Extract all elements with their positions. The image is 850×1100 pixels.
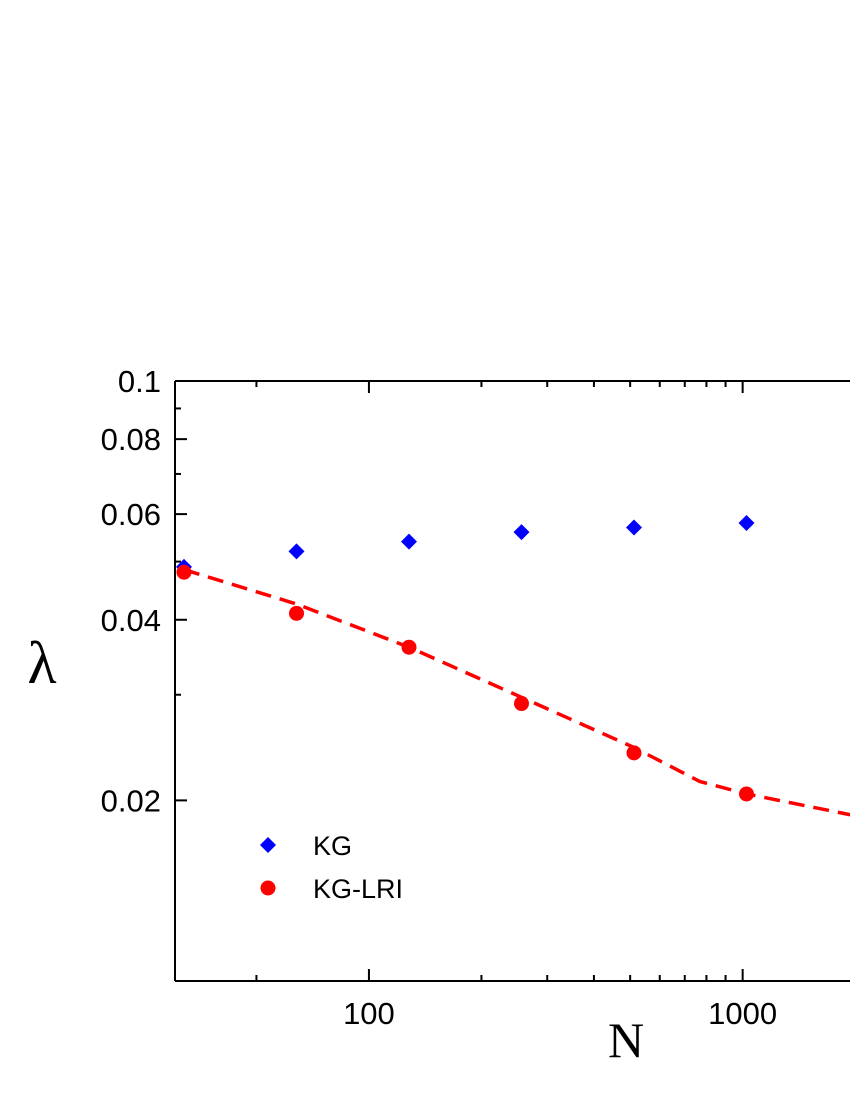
x-axis-title: N [608, 1012, 644, 1068]
y-tick-label: 0.08 [101, 422, 161, 457]
kg-lri-data-point [514, 696, 529, 712]
fit-curve-line [183, 567, 850, 817]
data-series [176, 514, 850, 817]
y-tick-label: 0.04 [101, 603, 161, 638]
y-tick-label: 0.06 [101, 497, 161, 532]
kg-lri-data-point [739, 786, 754, 802]
kg-data-point [288, 543, 305, 560]
axes: 100 1000 0.1 0.08 0.06 0.04 0.02 [101, 364, 850, 1031]
legend-marker-kg [260, 837, 276, 853]
kg-data-point [513, 524, 530, 541]
legend: KG KG-LRI [260, 831, 403, 904]
kg-data-point [401, 533, 417, 550]
x-tick-label: 1000 [708, 996, 777, 1031]
kg-lri-data-point [289, 605, 304, 621]
kg-data-point [738, 514, 755, 531]
y-tick-label: 0.02 [101, 783, 161, 818]
legend-label: KG [313, 831, 352, 861]
y-axis-title: λ [27, 630, 56, 696]
legend-label: KG-LRI [313, 874, 403, 904]
y-tick-label: 0.1 [118, 364, 161, 399]
kg-lri-data-point [176, 564, 192, 580]
kg-data-point [626, 519, 642, 536]
x-tick-label: 100 [343, 996, 395, 1031]
kg-lri-data-point [401, 639, 417, 655]
kg-lri-data-point [626, 745, 642, 761]
legend-marker-kg-lri [260, 880, 276, 896]
